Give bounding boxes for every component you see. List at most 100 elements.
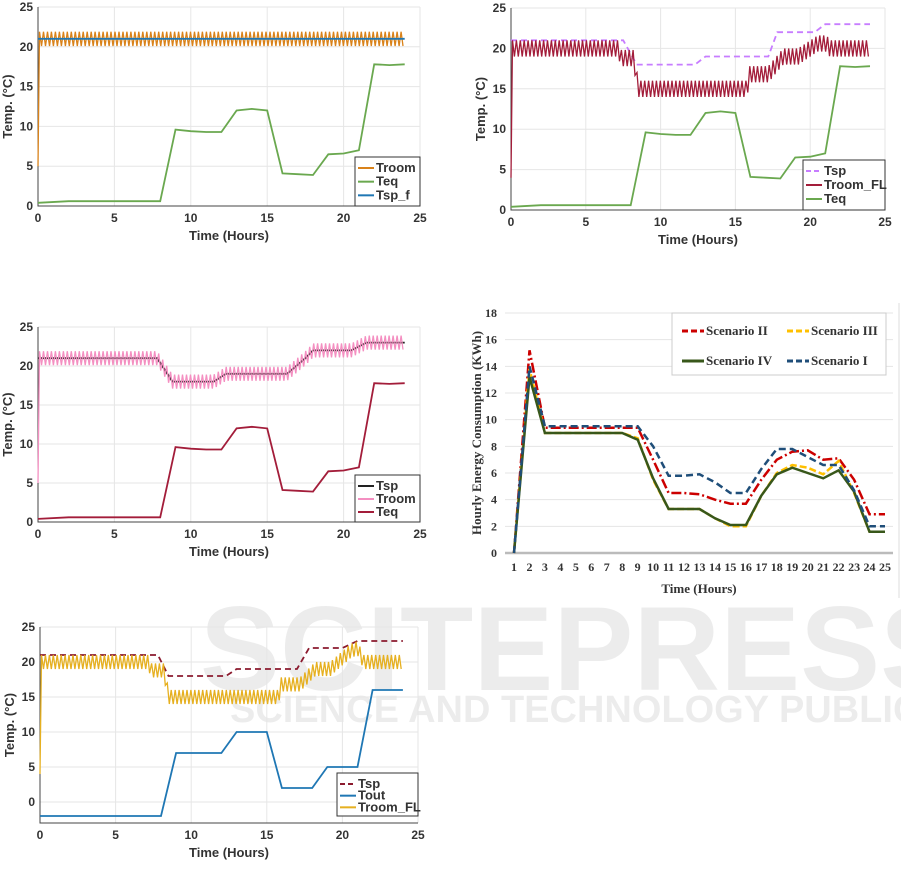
y-tick-label: 25 xyxy=(22,620,36,634)
y-tick-label: 15 xyxy=(20,398,34,412)
series-line-teq xyxy=(37,382,405,520)
x-tick-label: 2 xyxy=(526,560,532,574)
series-line-tsp xyxy=(511,23,870,66)
x-tick-label: 22 xyxy=(833,560,845,574)
series-line-scenario-iv xyxy=(512,376,885,554)
y-axis-label: Temp. (°C) xyxy=(2,693,17,757)
x-tick-label: 20 xyxy=(337,527,351,541)
x-tick-label: 5 xyxy=(582,215,589,229)
x-tick-label: 20 xyxy=(802,560,814,574)
x-tick-label: 10 xyxy=(184,211,198,225)
x-tick-label: 4 xyxy=(557,560,563,574)
x-tick-label: 10 xyxy=(185,828,199,842)
x-tick-label: 15 xyxy=(261,527,275,541)
legend-label: Troom xyxy=(376,491,416,506)
series-line-troom-fl xyxy=(39,641,402,775)
y-axis-label: Hourly Energy Consumption (KWh) xyxy=(469,331,484,535)
y-tick-label: 0 xyxy=(28,795,35,809)
legend-label: Scenario II xyxy=(706,323,768,338)
x-tick-label: 3 xyxy=(542,560,548,574)
legend-label: Teq xyxy=(824,191,846,206)
legend-label: Troom_FL xyxy=(358,799,421,814)
x-tick-label: 6 xyxy=(588,560,594,574)
x-tick-label: 12 xyxy=(678,560,690,574)
x-tick-label: 15 xyxy=(260,828,274,842)
legend: Scenario II Scenario III Scenario IV Scenar… xyxy=(671,312,887,376)
x-tick-label: 21 xyxy=(817,560,829,574)
y-tick-label: 20 xyxy=(20,40,34,54)
y-tick-label: 5 xyxy=(28,760,35,774)
x-tick-label: 10 xyxy=(647,560,659,574)
x-tick-label: 15 xyxy=(724,560,736,574)
y-tick-label: 0 xyxy=(26,199,33,213)
x-tick-label: 9 xyxy=(635,560,641,574)
y-tick-label: 15 xyxy=(20,80,34,94)
chart-c2: 0 5 10 15 20 25 0 5 10 15 20 25 Time (Hours) Temp. (°… xyxy=(473,1,892,247)
x-tick-label: 11 xyxy=(663,560,674,574)
legend-label: Scenario IV xyxy=(706,353,773,368)
y-axis-label: Temp. (°C) xyxy=(0,74,15,138)
x-tick-label: 14 xyxy=(709,560,721,574)
series-line-scenario-i xyxy=(512,365,885,554)
chart-c3: 0 5 10 15 20 25 0 5 10 15 20 25 Time (Hours) Temp. (°… xyxy=(0,320,427,559)
x-tick-label: 20 xyxy=(804,215,818,229)
x-axis-label: Time (Hours) xyxy=(189,845,269,860)
y-tick-label: 25 xyxy=(493,1,507,15)
x-tick-label: 20 xyxy=(337,211,351,225)
y-axis-label: Temp. (°C) xyxy=(473,77,488,141)
y-tick-label: 20 xyxy=(20,359,34,373)
legend-label: Troom_FL xyxy=(824,177,887,192)
series-line-tout xyxy=(40,689,403,817)
y-tick-label: 10 xyxy=(493,122,507,136)
x-axis-label: Time (Hours) xyxy=(189,544,269,559)
y-tick-label: 4 xyxy=(491,493,497,507)
axes-frame xyxy=(37,7,420,207)
y-tick-label: 0 xyxy=(491,546,497,560)
x-tick-label: 5 xyxy=(111,527,118,541)
x-tick-label: 15 xyxy=(261,211,275,225)
x-axis-label: Time (Hours) xyxy=(658,232,738,247)
y-tick-label: 8 xyxy=(491,439,497,453)
legend-label: Troom xyxy=(376,160,416,175)
y-tick-label: 25 xyxy=(20,320,34,334)
x-tick-label: 0 xyxy=(37,828,44,842)
series-line-troom-fl xyxy=(510,35,870,178)
x-tick-label: 10 xyxy=(654,215,668,229)
x-tick-label: 5 xyxy=(111,211,118,225)
y-tick-label: 12 xyxy=(485,386,497,400)
legend-box xyxy=(336,772,419,817)
x-tick-label: 7 xyxy=(604,560,610,574)
legend-label: Tsp xyxy=(824,163,846,178)
x-tick-label: 25 xyxy=(411,828,425,842)
x-tick-label: 10 xyxy=(184,527,198,541)
x-tick-label: 25 xyxy=(879,560,891,574)
x-tick-label: 25 xyxy=(878,215,892,229)
x-tick-label: 16 xyxy=(740,560,752,574)
x-tick-label: 18 xyxy=(771,560,783,574)
x-tick-label: 25 xyxy=(413,211,427,225)
legend-label: Tout xyxy=(358,788,386,803)
x-tick-label: 0 xyxy=(35,527,42,541)
x-tick-label: 19 xyxy=(786,560,798,574)
y-tick-label: 20 xyxy=(22,655,36,669)
series-line-troom xyxy=(37,335,404,484)
y-tick-label: 10 xyxy=(485,413,497,427)
x-tick-label: 25 xyxy=(413,527,427,541)
chart-c1: 0 5 10 15 20 25 0 5 10 15 20 25 Time (Hours) Temp. (°… xyxy=(0,0,427,243)
watermark-title: SCITEPRESS xyxy=(200,582,901,716)
y-tick-label: 10 xyxy=(20,119,34,133)
y-tick-label: 16 xyxy=(485,333,497,347)
series-line-scenario-ii xyxy=(512,350,885,554)
x-tick-label: 1 xyxy=(511,560,517,574)
series-line-teq xyxy=(37,63,405,204)
x-tick-label: 5 xyxy=(573,560,579,574)
y-tick-label: 5 xyxy=(26,159,33,173)
y-tick-label: 18 xyxy=(485,306,497,320)
